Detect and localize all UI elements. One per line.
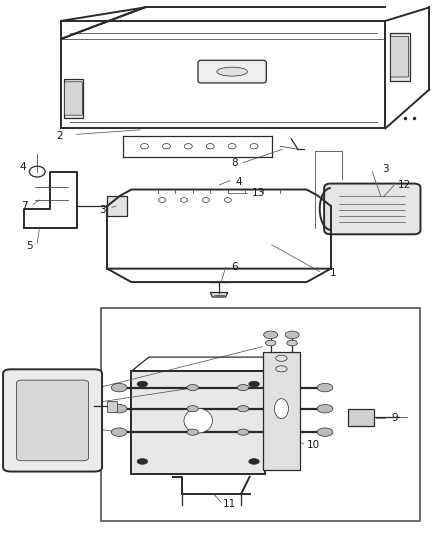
Bar [263, 352, 300, 470]
Circle shape [137, 381, 148, 387]
FancyBboxPatch shape [3, 369, 102, 472]
Bar [390, 33, 410, 80]
Text: 2: 2 [56, 131, 63, 141]
Circle shape [187, 384, 198, 391]
Text: 3: 3 [382, 164, 389, 174]
Circle shape [237, 384, 249, 391]
Text: 4: 4 [19, 162, 26, 172]
Circle shape [287, 340, 297, 346]
Text: 9: 9 [391, 413, 398, 423]
FancyBboxPatch shape [64, 82, 82, 115]
Text: 10: 10 [307, 440, 320, 450]
Bar [64, 79, 83, 118]
Circle shape [187, 406, 198, 412]
Polygon shape [210, 293, 228, 297]
Ellipse shape [184, 408, 212, 433]
Circle shape [264, 331, 278, 338]
Circle shape [137, 459, 148, 464]
FancyBboxPatch shape [391, 36, 409, 77]
Circle shape [317, 405, 333, 413]
Text: 3: 3 [99, 205, 106, 215]
Text: 1: 1 [329, 268, 336, 278]
Text: 8: 8 [231, 158, 238, 168]
Circle shape [111, 405, 127, 413]
Text: 11: 11 [223, 499, 236, 510]
Text: 5: 5 [26, 241, 33, 251]
FancyBboxPatch shape [17, 380, 88, 461]
Bar [107, 401, 117, 411]
Bar [348, 409, 374, 426]
Circle shape [237, 429, 249, 435]
Circle shape [317, 383, 333, 392]
Circle shape [187, 429, 198, 435]
Text: 7: 7 [21, 201, 28, 211]
FancyBboxPatch shape [198, 60, 266, 83]
Text: 4: 4 [235, 177, 242, 187]
Circle shape [111, 428, 127, 437]
Ellipse shape [217, 67, 247, 76]
Text: 6: 6 [231, 262, 238, 272]
Circle shape [111, 383, 127, 392]
Bar [131, 371, 265, 474]
FancyBboxPatch shape [324, 183, 420, 235]
Circle shape [237, 406, 249, 412]
Bar [101, 308, 420, 521]
Circle shape [249, 459, 259, 464]
Bar [107, 196, 127, 216]
Ellipse shape [274, 399, 288, 419]
Circle shape [265, 340, 276, 346]
Text: 13: 13 [252, 188, 265, 198]
Circle shape [285, 331, 299, 338]
Text: 12: 12 [398, 180, 411, 190]
Circle shape [249, 381, 259, 387]
Circle shape [317, 428, 333, 437]
